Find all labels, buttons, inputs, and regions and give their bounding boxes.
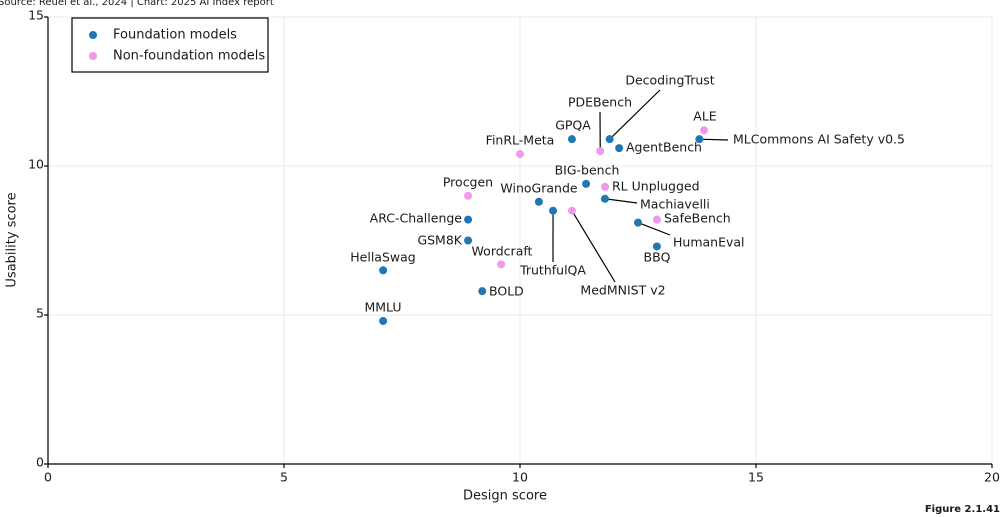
point-label: BOLD <box>489 284 524 299</box>
leader-line <box>609 89 661 140</box>
point-label: Machiavelli <box>640 197 710 212</box>
point-label: MedMNIST v2 <box>580 283 665 298</box>
data-point <box>464 191 473 200</box>
source-note: Source: Reuel et al., 2024 | Chart: 2025… <box>0 0 274 8</box>
data-point <box>605 135 614 144</box>
point-label: BIG-bench <box>555 163 620 178</box>
point-label: ALE <box>693 109 717 124</box>
leader-line <box>699 138 729 141</box>
point-label: HumanEval <box>673 235 745 250</box>
legend-label: Foundation models <box>113 28 237 43</box>
data-point <box>567 135 576 144</box>
legend-box <box>71 17 269 73</box>
data-point <box>615 144 624 153</box>
data-point <box>534 197 543 206</box>
y-tick-label: 0 <box>36 455 44 470</box>
point-label: ARC-Challenge <box>370 211 463 226</box>
point-label: GSM8K <box>417 233 462 248</box>
data-point <box>464 215 473 224</box>
data-point <box>596 147 605 156</box>
data-point <box>700 126 709 135</box>
point-label: BBQ <box>644 250 671 265</box>
data-point <box>695 135 704 144</box>
point-label: HellaSwag <box>350 250 415 265</box>
data-point <box>379 316 388 325</box>
point-label: SafeBench <box>664 211 731 226</box>
data-point <box>516 150 524 159</box>
data-point <box>497 260 506 269</box>
x-tick-label: 20 <box>984 470 1000 485</box>
data-point <box>582 179 591 188</box>
point-label: TruthfulQA <box>519 263 586 278</box>
data-point <box>600 182 609 191</box>
legend-marker <box>89 52 97 60</box>
y-tick-label: 5 <box>36 306 44 321</box>
data-point <box>634 218 642 227</box>
y-tick-label: 15 <box>28 8 44 23</box>
y-tick-label: 10 <box>28 157 44 172</box>
x-tick-label: 15 <box>748 470 764 485</box>
leader-line <box>637 222 671 236</box>
data-point <box>652 242 661 251</box>
point-label: Wordcraft <box>472 244 533 259</box>
point-label: AgentBench <box>626 140 702 155</box>
data-point <box>464 236 473 245</box>
data-point <box>478 287 487 296</box>
legend-label: Non-foundation models <box>113 49 265 64</box>
figure-label: Figure 2.1.41 <box>925 504 1000 515</box>
y-axis-label: Usability score <box>5 192 20 287</box>
point-label: PDEBench <box>568 95 632 110</box>
x-axis-label: Design score <box>463 489 547 504</box>
point-label: MMLU <box>364 300 401 315</box>
leader-line <box>604 198 638 204</box>
point-label: FinRL-Meta <box>486 133 555 148</box>
point-label: MLCommons AI Safety v0.5 <box>733 132 905 147</box>
x-tick-label: 0 <box>44 470 52 485</box>
legend-marker <box>89 31 97 39</box>
point-label: WinoGrande <box>500 181 577 196</box>
data-point <box>567 206 576 215</box>
point-label: RL Unplugged <box>612 179 700 194</box>
point-label: GPQA <box>555 118 591 133</box>
point-label: DecodingTrust <box>625 73 714 88</box>
data-point <box>379 266 388 275</box>
data-point <box>652 215 661 224</box>
point-label: Procgen <box>443 175 493 190</box>
x-tick-label: 5 <box>280 470 288 485</box>
data-point <box>600 194 609 203</box>
data-point <box>549 206 558 215</box>
x-tick-label: 10 <box>512 470 528 485</box>
leader-line <box>571 210 616 283</box>
